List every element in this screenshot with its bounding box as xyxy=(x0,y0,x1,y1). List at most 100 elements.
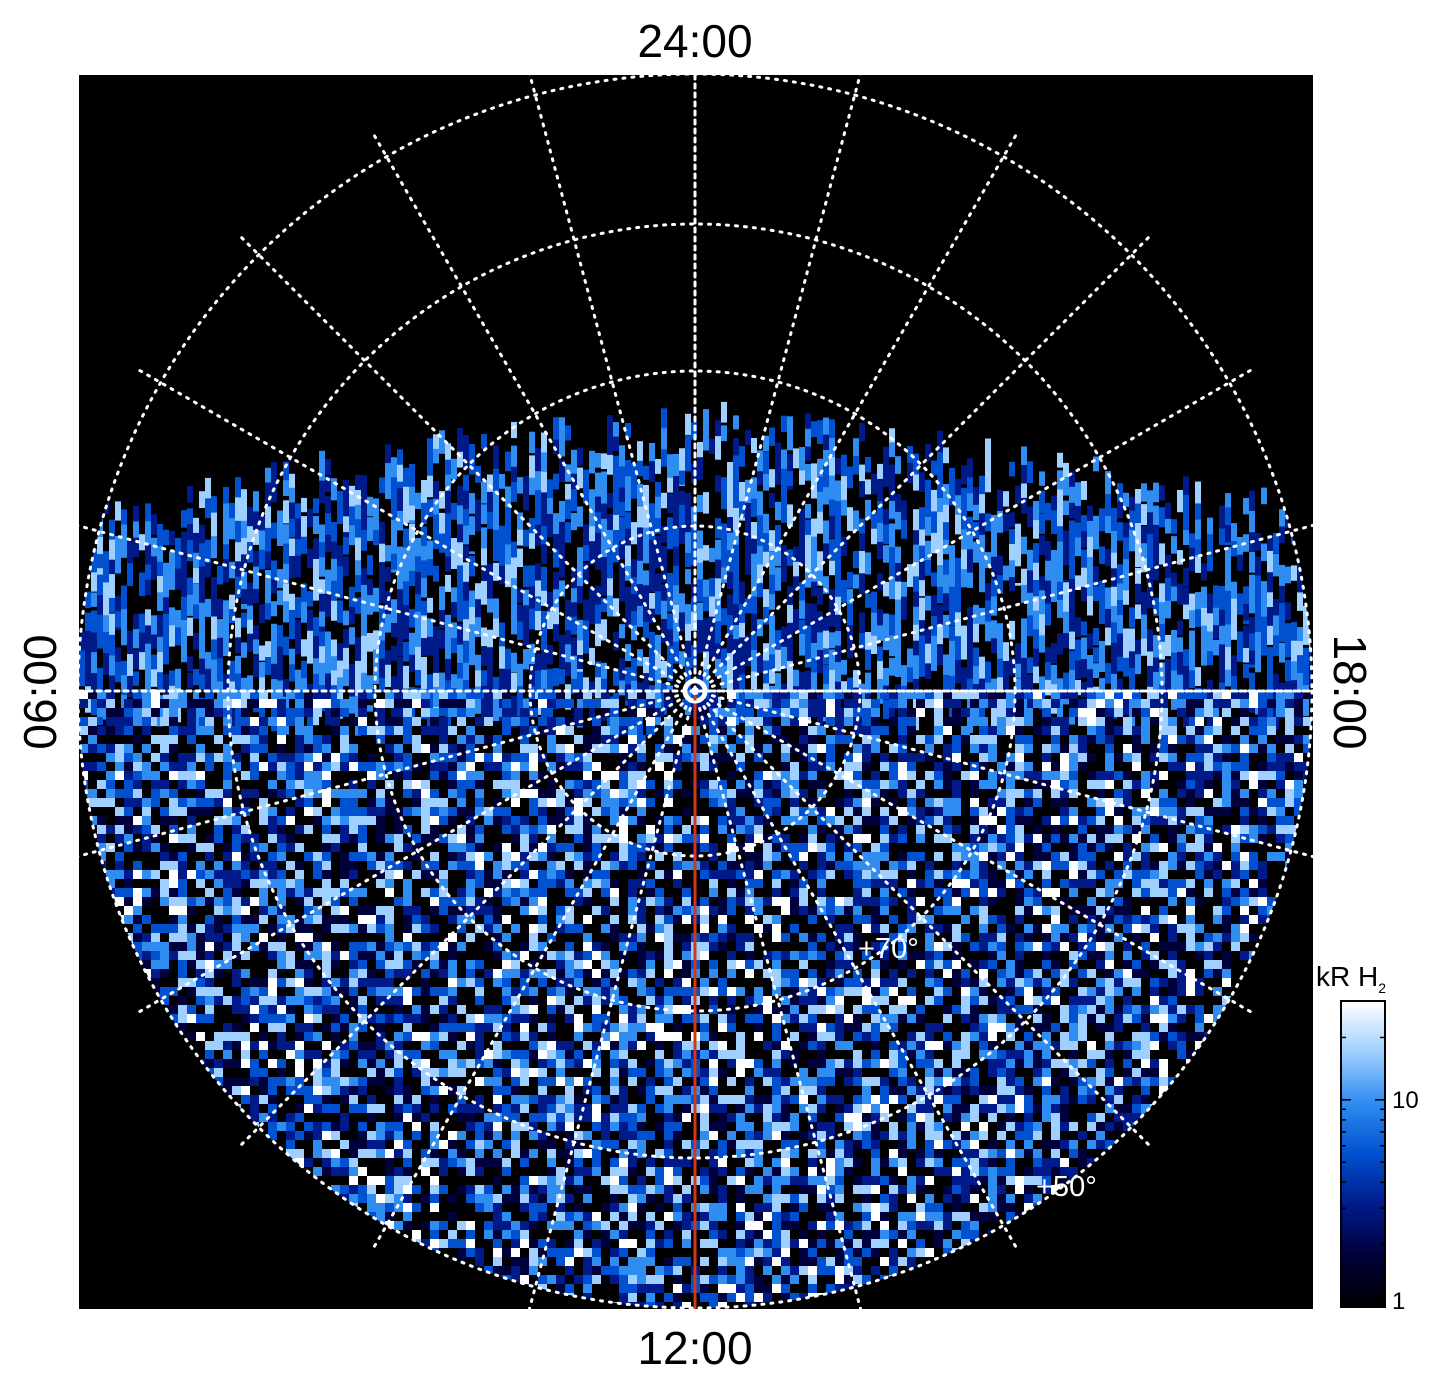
emission-streak xyxy=(349,567,355,604)
emission-pixel xyxy=(808,780,817,789)
emission-streak xyxy=(277,646,283,674)
emission-pixel xyxy=(277,708,286,717)
emission-streak xyxy=(481,670,487,694)
emission-pixel xyxy=(1240,708,1249,717)
emission-streak xyxy=(787,661,793,695)
emission-streak xyxy=(529,518,535,541)
emission-pixel xyxy=(1231,798,1240,807)
emission-streak xyxy=(1159,543,1165,583)
emission-streak xyxy=(733,653,739,693)
emission-streak xyxy=(559,612,565,652)
emission-streak xyxy=(967,516,973,546)
emission-streak xyxy=(469,627,475,655)
emission-streak xyxy=(223,559,229,598)
emission-streak xyxy=(1225,669,1231,690)
emission-streak xyxy=(883,596,889,629)
emission-streak xyxy=(937,512,943,536)
emission-pixel xyxy=(844,798,853,807)
emission-pixel xyxy=(160,735,169,744)
emission-pixel xyxy=(160,897,169,906)
emission-streak xyxy=(493,618,499,637)
emission-streak xyxy=(91,652,97,684)
emission-streak xyxy=(265,506,271,546)
emission-streak xyxy=(781,626,787,666)
emission-streak xyxy=(427,559,433,587)
emission-pixel xyxy=(574,708,583,717)
emission-streak xyxy=(511,466,517,484)
emission-pixel xyxy=(727,816,736,825)
emission-pixel xyxy=(952,789,961,798)
emission-pixel xyxy=(115,897,124,906)
emission-streak xyxy=(1273,635,1279,660)
emission-streak xyxy=(925,628,931,655)
emission-streak xyxy=(997,532,1003,566)
emission-streak xyxy=(1189,547,1195,586)
emission-pixel xyxy=(556,843,565,852)
emission-streak xyxy=(529,664,535,701)
emission-streak xyxy=(757,672,763,696)
emission-pixel xyxy=(277,699,286,708)
emission-streak xyxy=(121,542,127,558)
emission-streak xyxy=(391,697,397,734)
emission-streak xyxy=(1129,668,1135,697)
emission-streak xyxy=(157,672,163,692)
emission-pixel xyxy=(988,798,997,807)
emission-streak xyxy=(523,476,529,512)
emission-streak xyxy=(499,668,505,696)
emission-streak xyxy=(361,496,367,521)
emission-streak xyxy=(379,677,385,700)
emission-streak xyxy=(1027,692,1033,718)
emission-pixel xyxy=(898,861,907,870)
emission-streak xyxy=(1141,504,1147,525)
emission-pixel xyxy=(781,708,790,717)
emission-streak xyxy=(1039,590,1045,628)
emission-pixel xyxy=(1285,843,1294,852)
emission-streak xyxy=(529,686,535,704)
emission-pixel xyxy=(583,870,592,879)
emission-streak xyxy=(289,556,295,581)
emission-pixel xyxy=(1249,807,1258,816)
emission-pixel xyxy=(106,789,115,798)
emission-pixel xyxy=(1006,753,1015,762)
emission-pixel xyxy=(286,879,295,888)
emission-streak xyxy=(997,677,1003,693)
emission-pixel xyxy=(817,861,826,870)
emission-streak xyxy=(1111,530,1117,558)
emission-streak xyxy=(979,494,985,517)
emission-pixel xyxy=(970,906,979,915)
emission-pixel xyxy=(934,834,943,843)
emission-pixel xyxy=(349,888,358,897)
emission-streak xyxy=(847,641,853,664)
emission-pixel xyxy=(133,762,142,771)
emission-streak xyxy=(1093,491,1099,532)
emission-pixel xyxy=(727,690,736,699)
emission-streak xyxy=(931,572,937,587)
emission-pixel xyxy=(1258,690,1267,699)
emission-streak xyxy=(835,631,841,660)
emission-streak xyxy=(919,655,925,680)
emission-streak xyxy=(925,663,931,682)
emission-streak xyxy=(949,528,955,552)
emission-pixel xyxy=(853,753,862,762)
emission-pixel xyxy=(430,888,439,897)
emission-streak xyxy=(1063,565,1069,580)
emission-pixel xyxy=(475,852,484,861)
emission-pixel xyxy=(124,762,133,771)
emission-streak xyxy=(541,544,547,564)
emission-streak xyxy=(1273,656,1279,687)
emission-streak xyxy=(493,445,499,474)
emission-pixel xyxy=(151,708,160,717)
emission-streak xyxy=(925,595,931,617)
emission-pixel xyxy=(781,699,790,708)
emission-pixel xyxy=(727,807,736,816)
emission-pixel xyxy=(439,717,448,726)
emission-pixel xyxy=(979,744,988,753)
emission-streak xyxy=(1267,534,1273,555)
emission-pixel xyxy=(97,780,106,789)
emission-streak xyxy=(463,562,469,597)
emission-pixel xyxy=(1285,762,1294,771)
emission-pixel xyxy=(304,807,313,816)
emission-streak xyxy=(199,642,205,672)
emission-pixel xyxy=(880,789,889,798)
emission-pixel xyxy=(1051,852,1060,861)
